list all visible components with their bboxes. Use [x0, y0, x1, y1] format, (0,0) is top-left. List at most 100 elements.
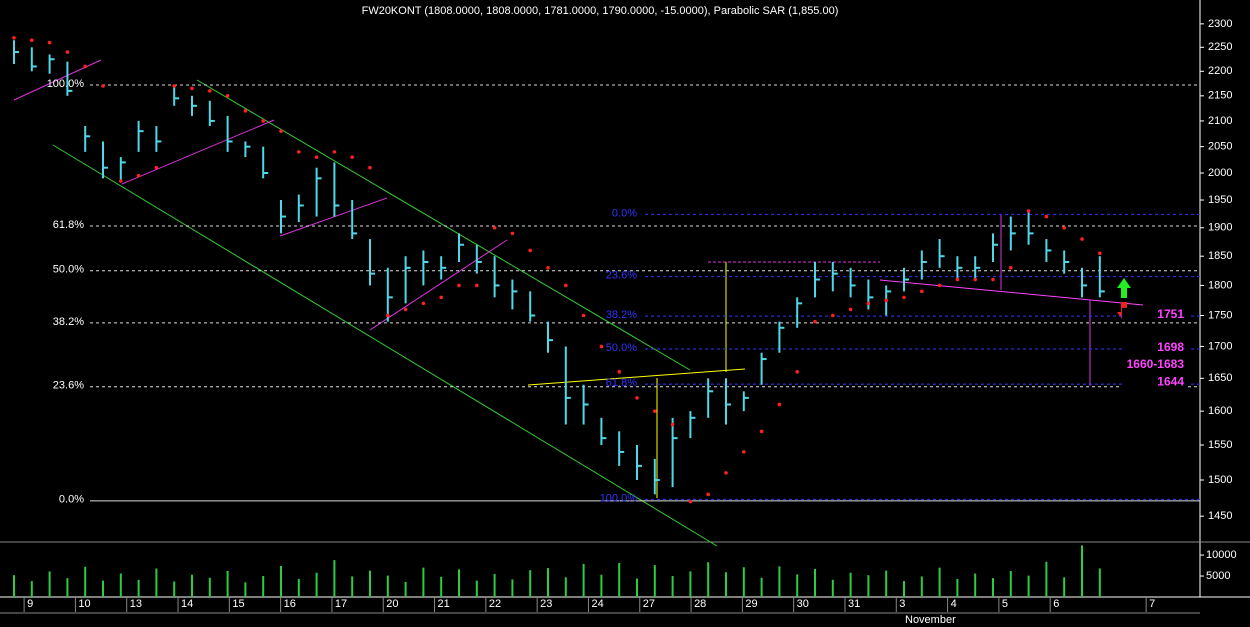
y-tick-label: 1800: [1208, 279, 1232, 291]
sar-dot: [706, 492, 710, 497]
y-tick-label: 1950: [1208, 194, 1232, 206]
sar-dot: [475, 283, 479, 288]
volume-bar: [1045, 561, 1048, 597]
volume-bar: [671, 576, 674, 597]
price-label-box: [1122, 375, 1188, 390]
volume-bar: [725, 572, 727, 597]
x-tick-label: 10: [78, 598, 90, 610]
sar-dot: [742, 450, 746, 454]
volume-bar: [653, 565, 656, 597]
sar-dot: [653, 409, 657, 413]
sar-dot: [457, 283, 461, 288]
sar-dot: [83, 64, 87, 69]
volume-bar: [422, 567, 425, 597]
fib-label: 23.6%: [606, 269, 637, 281]
channel-line: [52, 144, 718, 547]
volume-bar: [582, 563, 585, 597]
volume-bar: [849, 572, 852, 597]
volume-bar: [137, 579, 140, 597]
volume-bar: [564, 577, 567, 597]
sar-dot: [136, 173, 141, 178]
sar-dot: [510, 231, 515, 236]
volume-bar: [1098, 568, 1101, 597]
sar-dot: [759, 429, 764, 434]
sar-dot: [937, 283, 942, 288]
x-tick-label: 7: [1149, 598, 1155, 610]
x-tick-label: 30: [797, 598, 809, 610]
volume-bar: [30, 581, 33, 597]
volume-bar: [369, 570, 371, 597]
volume-bar: [493, 573, 496, 597]
sar-dot: [439, 295, 444, 300]
volume-bar: [244, 582, 247, 597]
y-tick-label: 2000: [1208, 167, 1232, 179]
sar-dot: [172, 84, 176, 88]
price-label-box: [1122, 340, 1188, 355]
sar-dot: [724, 471, 728, 475]
price-label: 1698: [1157, 340, 1184, 354]
y-tick-label: 1700: [1208, 340, 1232, 352]
fib-label: 100.0%: [47, 78, 85, 90]
x-tick-label: 27: [643, 598, 655, 610]
volume-bar: [707, 562, 710, 597]
y-tick-label: 1750: [1208, 309, 1232, 321]
fib-label: 38.2%: [606, 309, 637, 321]
x-tick-label: 9: [27, 598, 33, 610]
month-label: November: [905, 614, 956, 626]
y-tick-label: 1850: [1208, 250, 1232, 262]
x-tick-label: 6: [1053, 598, 1059, 610]
volume-bar: [903, 581, 905, 597]
volume-bar: [778, 566, 781, 597]
volume-bar: [297, 578, 300, 597]
volume-bar: [600, 574, 603, 597]
sar-dot: [670, 422, 675, 427]
sar-dot: [1044, 214, 1049, 219]
volume-bar: [440, 576, 443, 597]
chart-title: FW20KONT (1808.0000, 1808.0000, 1781.000…: [362, 5, 839, 17]
y-tick-label: 2050: [1208, 141, 1232, 153]
volume-bar: [689, 571, 692, 597]
volume-bar: [618, 563, 621, 597]
volume-bar: [13, 575, 15, 597]
volume-bar: [351, 576, 354, 597]
volume-bar: [119, 573, 122, 597]
sar-dot: [332, 150, 337, 154]
sar-dot: [12, 36, 16, 40]
volume-bar: [742, 567, 745, 597]
volume-bar: [511, 579, 514, 597]
fib-label: 50.0%: [53, 264, 84, 276]
sar-dot: [581, 313, 586, 318]
volume-bar: [831, 579, 834, 597]
sar-dot: [884, 298, 888, 303]
sar-dot: [635, 396, 639, 400]
volume-bar: [102, 580, 104, 597]
sar-dot: [101, 84, 105, 88]
sar-dot: [599, 344, 604, 349]
y-tick-label: 2100: [1208, 115, 1232, 127]
volume-bar: [262, 576, 265, 597]
volume-bar: [84, 566, 87, 597]
sar-dot: [617, 370, 621, 374]
sar-dot: [190, 86, 194, 91]
x-tick-label: 16: [284, 598, 296, 610]
sar-dot: [65, 50, 70, 54]
y-tick-label: 10000: [1206, 549, 1237, 561]
volume-bar: [992, 578, 994, 597]
volume-bar: [404, 581, 407, 597]
volume-bar: [155, 568, 158, 597]
sar-dot: [30, 38, 34, 43]
price-label-box: [1122, 357, 1188, 372]
sar-dot: [1080, 237, 1084, 241]
channel-line: [196, 79, 691, 371]
sar-dot: [403, 307, 408, 312]
y-tick-label: 1550: [1208, 439, 1232, 451]
volume-bar: [315, 572, 318, 597]
volume-bar: [173, 581, 176, 597]
volume-bar: [48, 571, 51, 597]
y-tick-label: 2200: [1208, 65, 1232, 77]
volume-bar: [1063, 577, 1066, 597]
x-tick-label: 24: [591, 598, 603, 610]
y-tick-label: 2150: [1208, 90, 1232, 102]
